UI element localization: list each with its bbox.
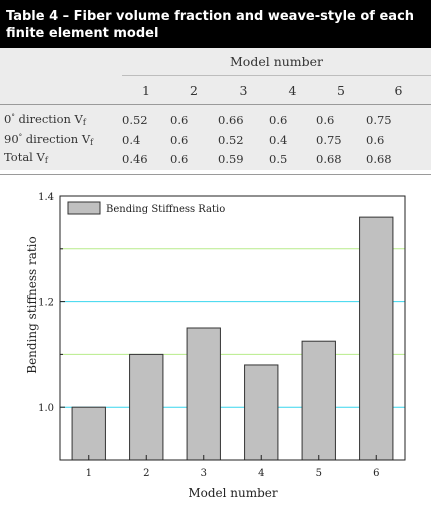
table-cell: 0.52 — [122, 113, 148, 127]
y-tick-label: 1.2 — [38, 298, 54, 309]
x-tick-label: 1 — [86, 468, 92, 479]
bar — [359, 216, 394, 461]
table-cell: 0.6 — [170, 113, 189, 127]
bending-stiffness-chart: 1.0 1.2 1.4 1 2 3 4 5 6 Bending Stiffness Ratio … — [0, 178, 431, 504]
table-title-line-2: finite element model — [6, 26, 159, 41]
model-number-header: 4 — [288, 83, 297, 98]
y-tick-label: 1.0 — [38, 403, 54, 414]
row-label: 0° direction Vf — [4, 112, 86, 127]
legend-label: Bending Stiffness Ratio — [106, 204, 225, 215]
y-axis-label: Bending stiffness ratio — [25, 236, 39, 373]
model-number-header: 2 — [190, 83, 198, 98]
table-cell: 0.6 — [170, 152, 189, 166]
table-cell: 0.66 — [218, 113, 244, 127]
table-cell: 0.68 — [316, 152, 342, 166]
table-cell: 0.6 — [316, 113, 335, 127]
model-number-header: 5 — [337, 83, 345, 98]
x-tick-label: 6 — [373, 468, 379, 479]
y-tick-label: 1.4 — [38, 192, 54, 203]
table-cell: 0.4 — [269, 133, 288, 147]
group-header-model-number: Model number — [230, 54, 324, 69]
x-tick-label: 4 — [258, 468, 264, 479]
row-label: 90° direction Vf — [4, 132, 94, 147]
table-cell: 0.4 — [122, 133, 141, 147]
legend-swatch — [67, 201, 101, 215]
table-cell: 0.6 — [366, 133, 385, 147]
x-tick-label: 3 — [201, 468, 207, 479]
row-label: Total Vf — [4, 150, 48, 165]
table-cell: 0.6 — [269, 113, 288, 127]
chart-svg: 1.01.21.41 2 3 4 5 6 Bending Stiffness Ratio … — [25, 192, 406, 500]
plot-frame — [59, 195, 406, 461]
table-row: 0° direction Vf 0.52 0.6 0.66 0.6 0.6 0.… — [0, 110, 431, 130]
fiber-volume-table: Model number 1 2 3 4 5 6 0° direction Vf… — [0, 48, 431, 176]
bar — [244, 364, 279, 461]
fiber-table: Model number 1 2 3 4 5 6 0° direction Vf… — [0, 48, 431, 176]
bar — [71, 406, 106, 461]
table-cell: 0.75 — [366, 113, 392, 127]
table-title: Table 4 – Fiber volume fraction and weav… — [0, 0, 431, 48]
model-number-header: 1 — [142, 83, 150, 98]
x-axis-label: Model number — [188, 486, 278, 500]
table-row: 90° direction Vf 0.4 0.6 0.52 0.4 0.75 0… — [0, 130, 431, 150]
table-cell: 0.52 — [218, 133, 244, 147]
table-row: Total Vf 0.46 0.6 0.59 0.5 0.68 0.68 — [0, 150, 431, 168]
table-cell: 0.68 — [366, 152, 392, 166]
table-cell: 0.46 — [122, 152, 148, 166]
x-tick-label: 5 — [316, 468, 322, 479]
bar — [186, 327, 221, 461]
x-tick-label: 2 — [143, 468, 149, 479]
model-number-header: 3 — [239, 83, 248, 98]
table-cell: 0.75 — [316, 133, 342, 147]
bar — [301, 340, 336, 461]
table-title-line-1: Table 4 – Fiber volume fraction and weav… — [6, 9, 415, 24]
bar — [129, 353, 164, 461]
model-number-header: 6 — [394, 83, 403, 98]
table-cell: 0.5 — [269, 152, 288, 166]
table-cell: 0.59 — [218, 152, 244, 166]
table-cell: 0.6 — [170, 133, 189, 147]
